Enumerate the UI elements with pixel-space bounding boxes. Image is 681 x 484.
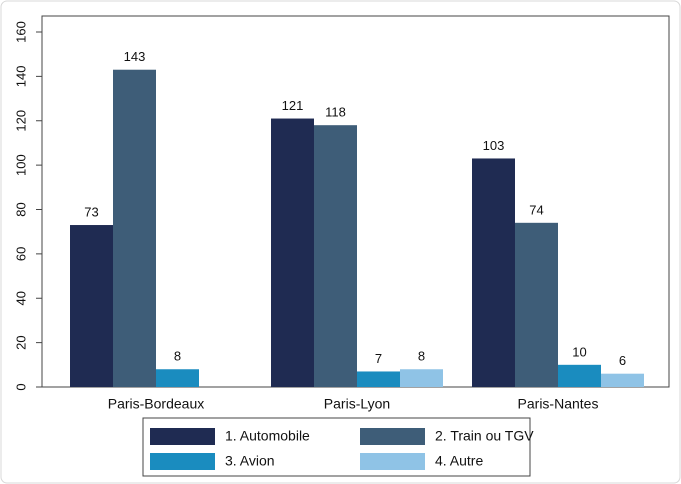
legend-label: 3. Avion xyxy=(225,453,275,469)
y-tick-label: 80 xyxy=(13,202,28,216)
bar xyxy=(70,225,113,387)
value-label: 6 xyxy=(619,353,626,368)
x-tick-label: Paris-Lyon xyxy=(324,396,390,412)
legend-label: 1. Automobile xyxy=(225,428,310,444)
bar xyxy=(357,371,400,387)
bar xyxy=(156,369,199,387)
value-label: 143 xyxy=(124,49,146,64)
bar xyxy=(472,158,515,387)
value-label: 10 xyxy=(572,344,586,359)
value-label: 118 xyxy=(325,105,346,120)
x-tick-label: Paris-Nantes xyxy=(518,396,599,412)
value-label: 7 xyxy=(375,351,382,366)
legend-swatch xyxy=(360,453,425,470)
y-tick-label: 20 xyxy=(13,335,28,349)
bar xyxy=(314,125,357,387)
bar xyxy=(601,373,644,387)
bar xyxy=(515,222,558,387)
legend-label: 4. Autre xyxy=(435,453,483,469)
y-tick-label: 100 xyxy=(13,154,28,176)
y-tick-label: 140 xyxy=(13,66,28,88)
y-tick-label: 160 xyxy=(13,21,28,43)
bar xyxy=(113,69,156,387)
legend-label: 2. Train ou TGV xyxy=(435,428,534,444)
value-label: 8 xyxy=(174,349,181,364)
value-label: 8 xyxy=(418,349,425,364)
bar xyxy=(558,364,601,387)
x-tick-label: Paris-Bordeaux xyxy=(108,396,205,412)
value-label: 74 xyxy=(529,202,543,217)
legend-swatch xyxy=(150,453,215,470)
legend-swatch xyxy=(360,428,425,445)
y-tick-label: 60 xyxy=(13,247,28,261)
bar xyxy=(400,369,443,387)
y-tick-label: 120 xyxy=(13,110,28,132)
y-tick-label: 40 xyxy=(13,291,28,305)
legend-swatch xyxy=(150,428,215,445)
bar xyxy=(271,118,314,387)
value-label: 73 xyxy=(84,204,98,219)
value-label: 103 xyxy=(483,138,505,153)
value-label: 121 xyxy=(282,98,304,113)
y-tick-label: 0 xyxy=(13,383,28,390)
